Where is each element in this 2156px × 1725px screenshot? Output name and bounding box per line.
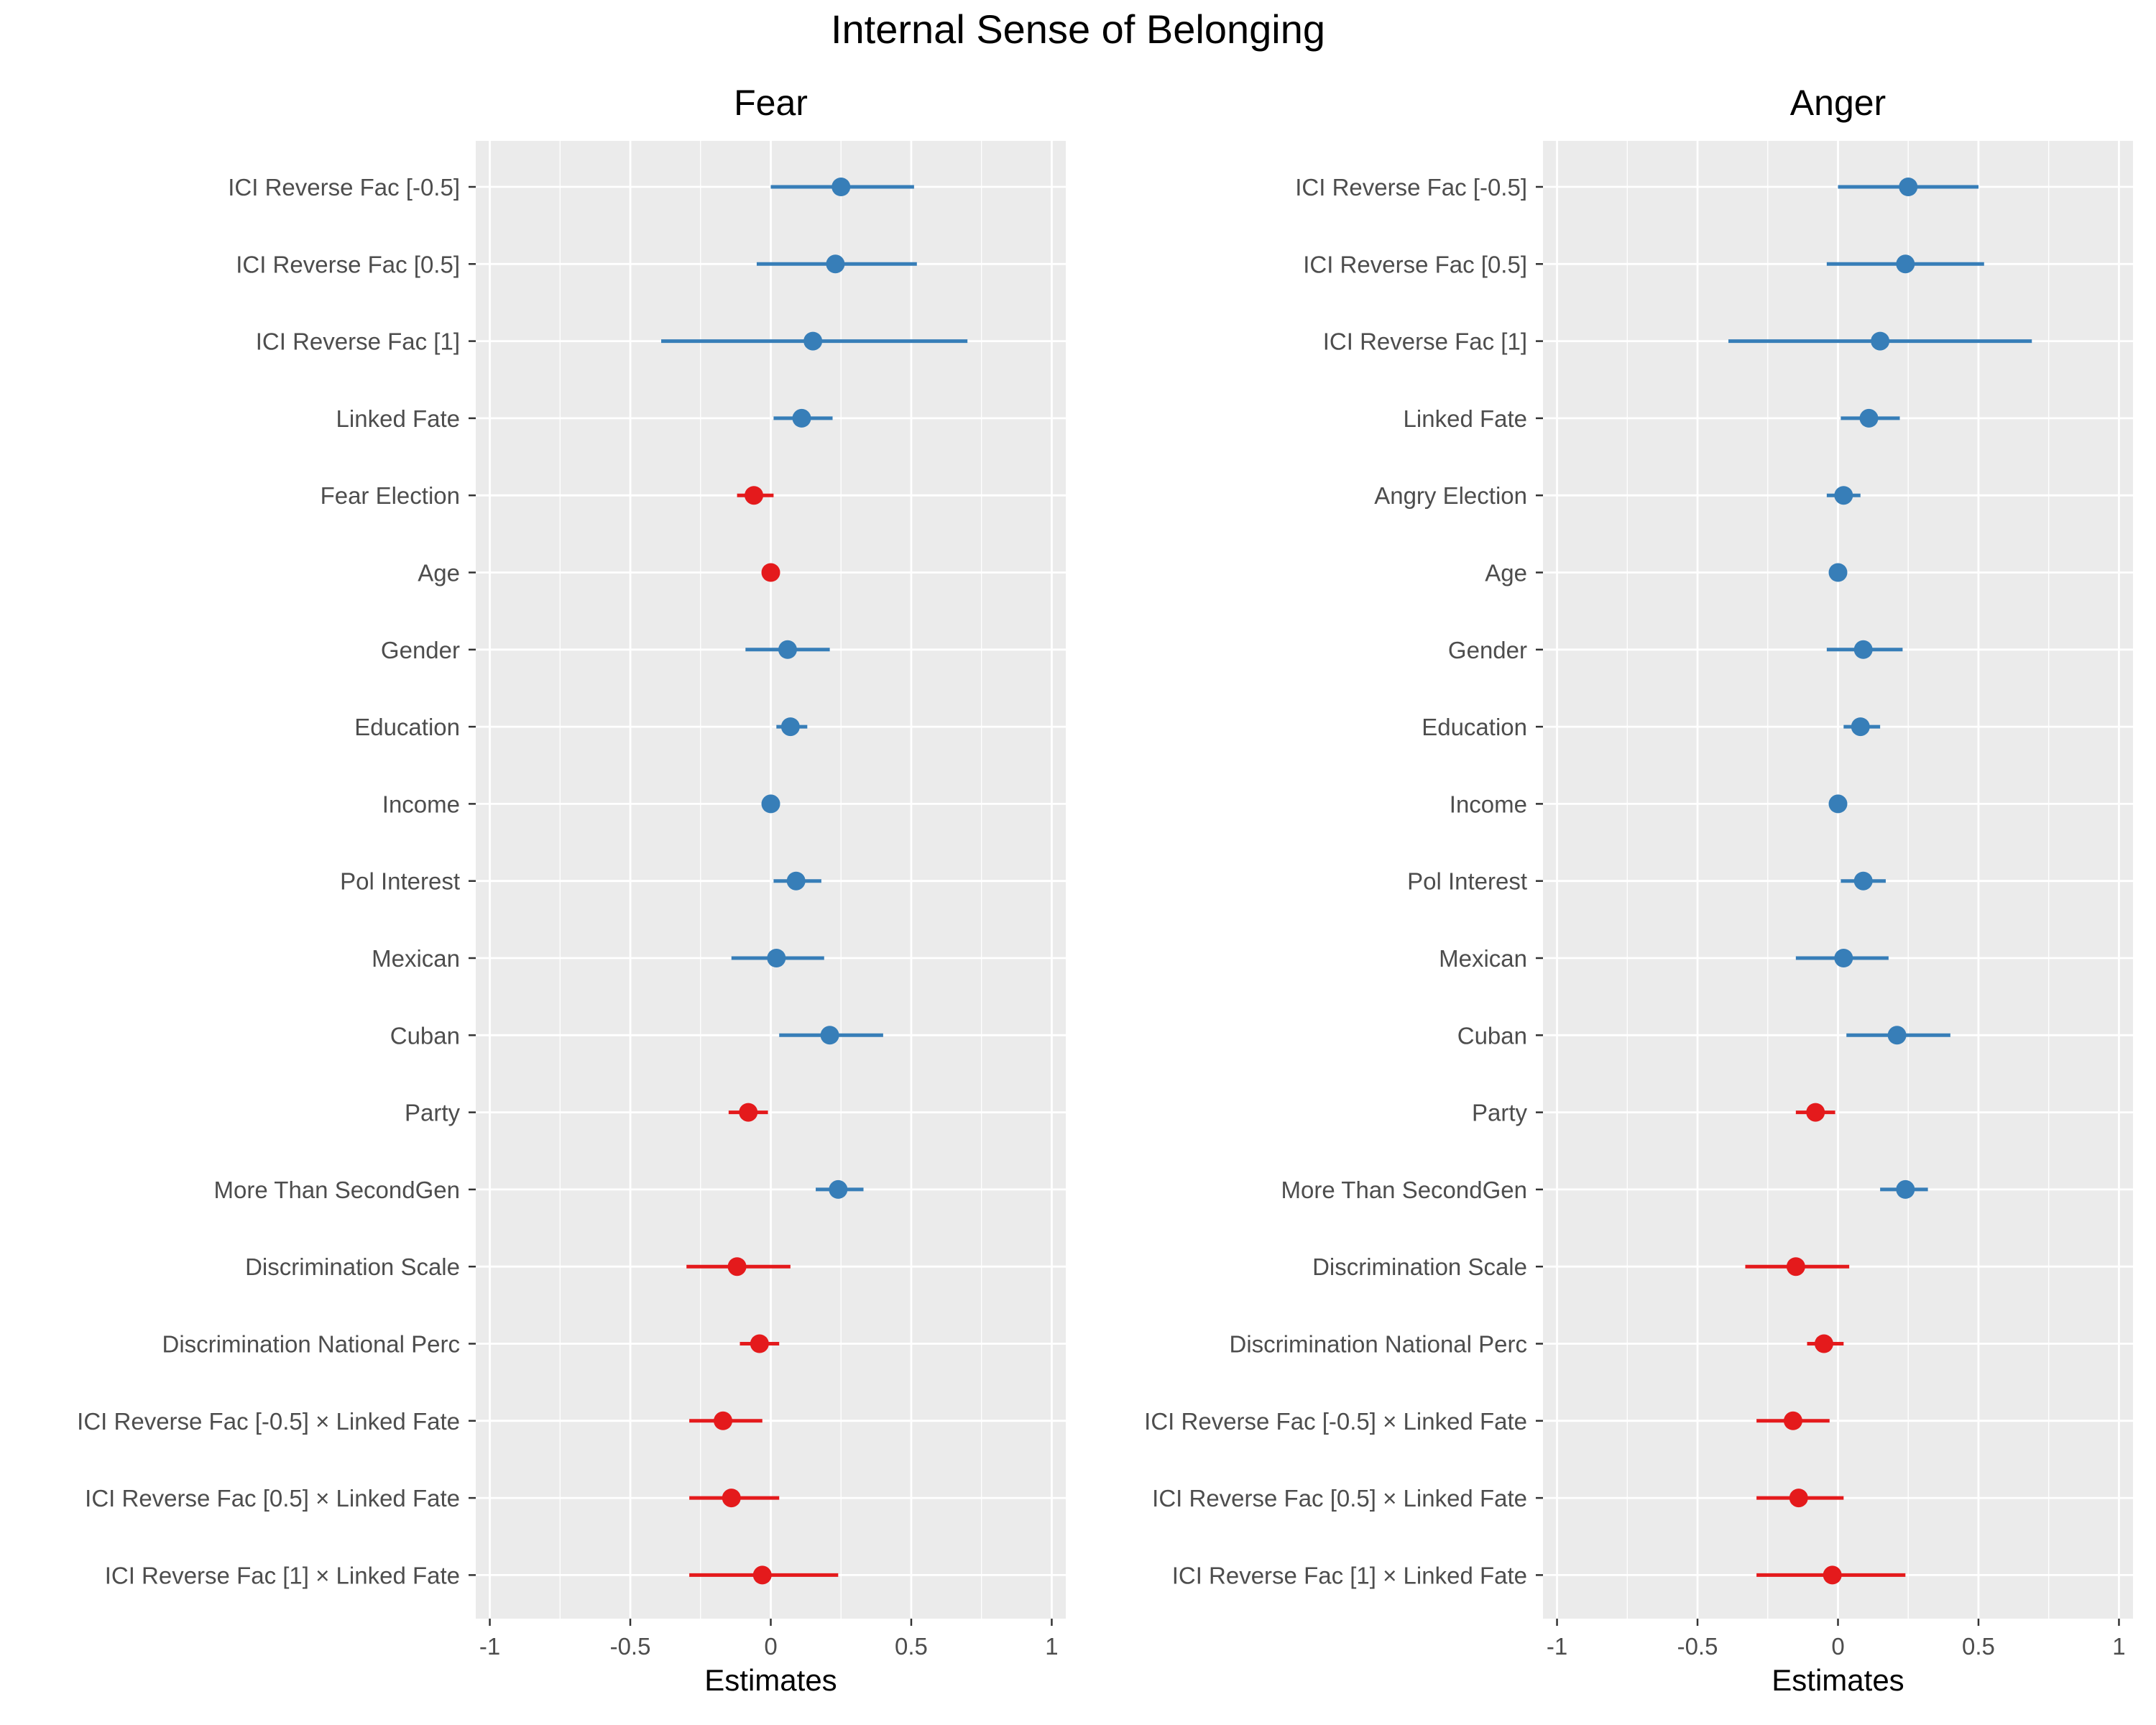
fear-y-tick-label: Discrimination National Perc bbox=[162, 1331, 460, 1358]
anger-y-tick-label: Age bbox=[1485, 560, 1527, 586]
anger-estimate-point bbox=[1834, 949, 1853, 967]
anger-y-tick-label: ICI Reverse Fac [1] × Linked Fate bbox=[1172, 1562, 1527, 1588]
fear-y-tick-label: ICI Reverse Fac [0.5] bbox=[236, 251, 460, 277]
anger-estimate-point bbox=[1814, 1334, 1833, 1353]
fear-estimate-point bbox=[750, 1334, 769, 1353]
anger-y-tick-label: Mexican bbox=[1439, 945, 1527, 972]
fear-estimate-point bbox=[761, 563, 780, 582]
anger-estimate-point bbox=[1806, 1103, 1825, 1122]
anger-panel-title: Anger bbox=[1790, 83, 1886, 123]
anger-y-tick-label: Gender bbox=[1448, 637, 1527, 663]
anger-estimate-point bbox=[1887, 1026, 1907, 1045]
panel-anger: Anger ICI Reverse Fac [-0.5] ICI Reverse F… bbox=[1144, 83, 2133, 1697]
anger-estimate-point bbox=[1896, 254, 1915, 274]
anger-x-tick-label: 0.5 bbox=[1962, 1633, 1995, 1660]
anger-x-tick-label: 0 bbox=[1831, 1633, 1844, 1660]
anger-y-tick-label: Party bbox=[1472, 1100, 1528, 1126]
anger-y-tick-label: ICI Reverse Fac [0.5] bbox=[1303, 251, 1527, 277]
anger-estimate-point bbox=[1851, 717, 1870, 737]
fear-y-tick-label: Party bbox=[405, 1100, 461, 1126]
fear-y-tick-label: Gender bbox=[381, 637, 460, 663]
anger-y-tick-label: Angry Election bbox=[1374, 482, 1527, 509]
anger-estimate-point bbox=[1859, 408, 1879, 428]
anger-y-tick-label: Discrimination Scale bbox=[1312, 1254, 1527, 1280]
anger-y-tick-label: More Than SecondGen bbox=[1281, 1177, 1527, 1203]
anger-estimate-point bbox=[1853, 871, 1873, 891]
fear-estimate-point bbox=[792, 408, 811, 428]
fear-estimate-point bbox=[727, 1257, 747, 1276]
fear-estimate-point bbox=[752, 1565, 772, 1585]
fear-y-tick-label: Linked Fate bbox=[336, 405, 460, 432]
anger-estimate-point bbox=[1871, 331, 1890, 351]
fear-estimate-point bbox=[786, 871, 806, 891]
anger-estimate-point bbox=[1789, 1489, 1808, 1508]
anger-estimate-point bbox=[1853, 640, 1873, 659]
fear-estimate-point bbox=[767, 949, 786, 967]
anger-estimate-point bbox=[1823, 1565, 1842, 1585]
anger-estimate-point bbox=[1899, 178, 1918, 196]
anger-estimate-point bbox=[1828, 563, 1848, 582]
anger-x-tick-label: -0.5 bbox=[1677, 1633, 1718, 1660]
fear-y-tick-label: ICI Reverse Fac [1] bbox=[256, 328, 460, 355]
fear-y-tick-label: Discrimination Scale bbox=[245, 1254, 460, 1280]
fear-y-tick-label: ICI Reverse Fac [-0.5] × Linked Fate bbox=[77, 1408, 460, 1435]
anger-y-tick-label: Linked Fate bbox=[1404, 405, 1527, 432]
anger-estimate-point bbox=[1834, 486, 1853, 505]
anger-y-tick-label: ICI Reverse Fac [1] bbox=[1323, 328, 1527, 355]
fear-x-tick-label: -1 bbox=[479, 1633, 500, 1660]
fear-y-tick-label: Education bbox=[354, 714, 460, 740]
fear-y-tick-label: Income bbox=[382, 791, 460, 817]
anger-y-tick-label: ICI Reverse Fac [-0.5] bbox=[1295, 174, 1527, 201]
panel-fear: Fear ICI Reverse Fac [-0.5] ICI Reverse Fa… bbox=[77, 83, 1066, 1697]
figure-title: Internal Sense of Belonging bbox=[830, 6, 1326, 52]
fear-y-tick-label: Pol Interest bbox=[340, 868, 460, 895]
fear-y-tick-label: Age bbox=[418, 560, 460, 586]
anger-y-tick-label: Education bbox=[1422, 714, 1527, 740]
fear-estimate-point bbox=[714, 1411, 733, 1430]
anger-estimate-point bbox=[1783, 1411, 1802, 1430]
fear-estimate-point bbox=[803, 331, 823, 351]
anger-y-tick-label: Income bbox=[1450, 791, 1527, 817]
fear-estimate-point bbox=[780, 717, 800, 737]
fear-x-tick-label: 0.5 bbox=[895, 1633, 928, 1660]
fear-x-tick-label: -0.5 bbox=[610, 1633, 651, 1660]
fear-estimate-point bbox=[722, 1489, 741, 1508]
fear-y-tick-label: ICI Reverse Fac [1] × Linked Fate bbox=[105, 1562, 460, 1588]
fear-x-tick-label: 0 bbox=[764, 1633, 777, 1660]
fear-estimate-point bbox=[745, 486, 764, 505]
anger-estimate-point bbox=[1896, 1179, 1915, 1199]
fear-y-tick-label: ICI Reverse Fac [0.5] × Linked Fate bbox=[85, 1485, 460, 1512]
fear-estimate-point bbox=[739, 1103, 758, 1122]
anger-y-tick-label: ICI Reverse Fac [-0.5] × Linked Fate bbox=[1144, 1408, 1527, 1435]
fear-y-tick-label: ICI Reverse Fac [-0.5] bbox=[228, 174, 460, 201]
fear-y-tick-label: Mexican bbox=[372, 945, 460, 972]
fear-estimate-point bbox=[829, 1179, 848, 1199]
fear-x-tick-label: 1 bbox=[1045, 1633, 1058, 1660]
anger-estimate-point bbox=[1786, 1257, 1805, 1276]
anger-x-axis-label: Estimates bbox=[1772, 1663, 1904, 1697]
anger-estimate-point bbox=[1828, 794, 1848, 814]
fear-estimate-point bbox=[761, 794, 780, 814]
anger-y-tick-label: Cuban bbox=[1457, 1022, 1527, 1049]
fear-x-axis-label: Estimates bbox=[704, 1663, 837, 1697]
anger-y-tick-label: Discrimination National Perc bbox=[1230, 1331, 1527, 1358]
anger-y-tick-label: ICI Reverse Fac [0.5] × Linked Fate bbox=[1152, 1485, 1527, 1512]
fear-y-tick-label: Fear Election bbox=[321, 482, 460, 509]
fear-estimate-point bbox=[826, 254, 845, 274]
anger-y-tick-label: Pol Interest bbox=[1407, 868, 1527, 895]
anger-x-tick-label: 1 bbox=[2112, 1633, 2125, 1660]
fear-panel-title: Fear bbox=[734, 83, 808, 123]
fear-estimate-point bbox=[778, 640, 797, 659]
anger-x-tick-label: -1 bbox=[1547, 1633, 1567, 1660]
fear-y-tick-label: Cuban bbox=[390, 1022, 460, 1049]
fear-y-tick-label: More Than SecondGen bbox=[214, 1177, 460, 1203]
fear-estimate-point bbox=[820, 1026, 839, 1045]
fear-estimate-point bbox=[831, 178, 851, 196]
